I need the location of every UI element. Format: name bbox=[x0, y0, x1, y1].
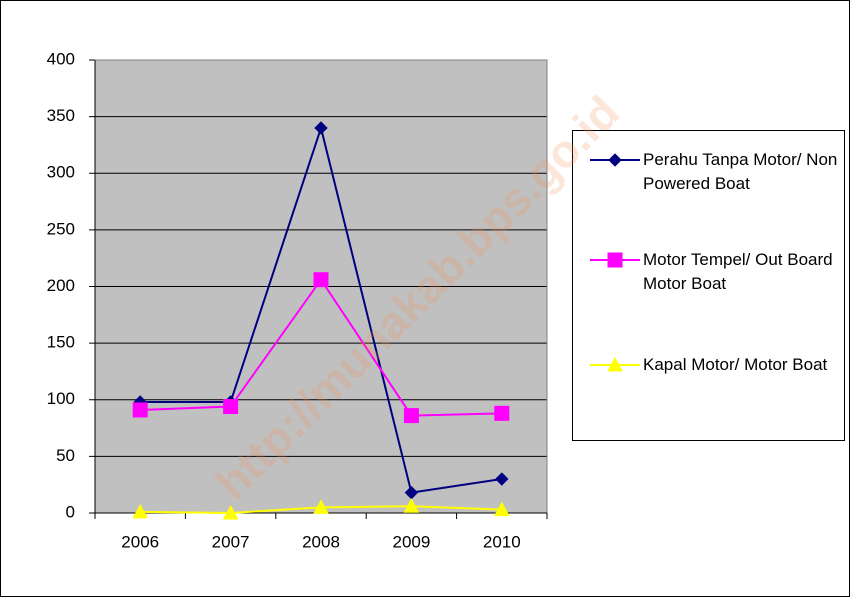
marker bbox=[495, 472, 509, 486]
marker bbox=[313, 499, 329, 514]
marker bbox=[132, 402, 148, 418]
x-tick-label: 2007 bbox=[212, 532, 250, 551]
y-tick-label: 250 bbox=[47, 219, 75, 238]
legend-label: Perahu Tanpa Motor/ Non Powered Boat bbox=[643, 150, 838, 193]
marker bbox=[403, 498, 420, 513]
y-tick-label: 50 bbox=[56, 446, 75, 465]
marker bbox=[493, 501, 510, 517]
y-tick-label: 0 bbox=[66, 502, 75, 521]
marker bbox=[607, 252, 623, 268]
legend-box bbox=[572, 130, 845, 441]
marker bbox=[222, 504, 239, 520]
x-tick-label: 2010 bbox=[483, 532, 521, 551]
x-tick-label: 2006 bbox=[121, 532, 159, 551]
marker bbox=[313, 272, 329, 288]
y-tick-label: 150 bbox=[47, 333, 75, 352]
marker bbox=[494, 405, 510, 421]
legend-label: Motor Tempel/ Out Board Motor Boat bbox=[643, 250, 833, 293]
marker bbox=[608, 153, 622, 167]
marker bbox=[314, 121, 328, 135]
y-tick-label: 100 bbox=[47, 389, 75, 408]
y-tick-label: 400 bbox=[47, 49, 75, 68]
y-tick-label: 200 bbox=[47, 276, 75, 295]
y-tick-label: 350 bbox=[47, 106, 75, 125]
marker bbox=[223, 399, 239, 415]
marker bbox=[403, 408, 419, 424]
y-tick-label: 300 bbox=[47, 163, 75, 182]
marker bbox=[607, 356, 623, 372]
legend-label: Kapal Motor/ Motor Boat bbox=[643, 355, 828, 374]
x-tick-label: 2009 bbox=[392, 532, 430, 551]
x-tick-label: 2008 bbox=[302, 532, 340, 551]
marker bbox=[132, 503, 149, 519]
